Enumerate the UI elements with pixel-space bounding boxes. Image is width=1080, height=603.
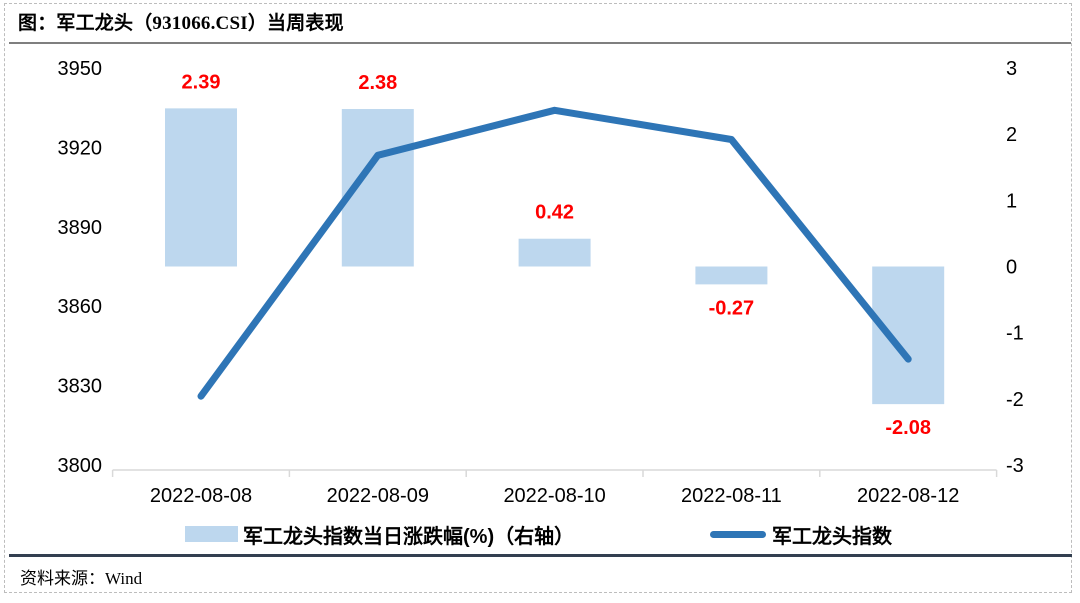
left-axis-tick: 3890 xyxy=(58,217,103,239)
right-axis-tick: 0 xyxy=(1006,257,1017,279)
left-axis-tick: 3950 xyxy=(58,58,103,80)
bar-value-label: 2.38 xyxy=(358,72,397,94)
bar-value-label: 0.42 xyxy=(535,202,574,224)
right-axis-tick: 1 xyxy=(1006,190,1017,212)
bar xyxy=(872,266,945,405)
bar-value-label: 2.39 xyxy=(182,71,221,93)
x-axis xyxy=(111,469,998,477)
right-axis-tick: -3 xyxy=(1006,455,1024,477)
legend-line-label: 军工龙头指数 xyxy=(772,526,892,548)
right-axis-tick-labels: 3 2 1 0 -1 -2 -3 xyxy=(1006,58,1024,477)
left-axis-tick: 3800 xyxy=(58,455,103,477)
x-axis-label: 2022-08-12 xyxy=(857,485,959,507)
bar-value-label: -0.27 xyxy=(709,297,755,319)
x-axis-label: 2022-08-10 xyxy=(503,485,605,507)
x-axis-label: 2022-08-11 xyxy=(681,485,782,507)
right-axis-tick: -2 xyxy=(1006,389,1024,411)
legend-bar-label: 军工龙头指数当日涨跌幅(%)（右轴） xyxy=(243,526,575,548)
bar xyxy=(518,238,591,267)
left-axis-tick-labels: 3950 3920 3890 3860 3830 3800 xyxy=(58,58,103,477)
right-axis-tick: 2 xyxy=(1006,124,1017,146)
bar xyxy=(165,108,237,267)
x-axis-label: 2022-08-08 xyxy=(150,485,252,507)
right-axis-tick: 3 xyxy=(1006,58,1017,80)
left-axis-tick: 3860 xyxy=(58,296,103,318)
bar-value-label: -2.08 xyxy=(885,417,931,439)
index-line-series xyxy=(197,106,912,400)
left-axis-tick: 3920 xyxy=(58,137,103,159)
bar xyxy=(695,266,768,285)
x-axis-label: 2022-08-09 xyxy=(327,485,429,507)
legend-bar-swatch xyxy=(185,526,238,542)
chart-title: 图：军工龙头（931066.CSI）当周表现 xyxy=(18,13,344,34)
left-axis-tick: 3830 xyxy=(58,376,103,398)
title-divider xyxy=(9,42,1071,44)
legend-line-swatch xyxy=(710,531,766,538)
bar-series xyxy=(165,108,945,405)
source-note: 资料来源：Wind xyxy=(20,569,143,588)
right-axis-tick: -1 xyxy=(1006,323,1024,345)
x-axis-labels: 2022-08-08 2022-08-09 2022-08-10 2022-08-11… xyxy=(150,485,960,507)
bar-value-labels: 2.39 2.38 0.42 -0.27 -2.08 xyxy=(182,71,931,439)
footer-divider xyxy=(9,554,1072,557)
